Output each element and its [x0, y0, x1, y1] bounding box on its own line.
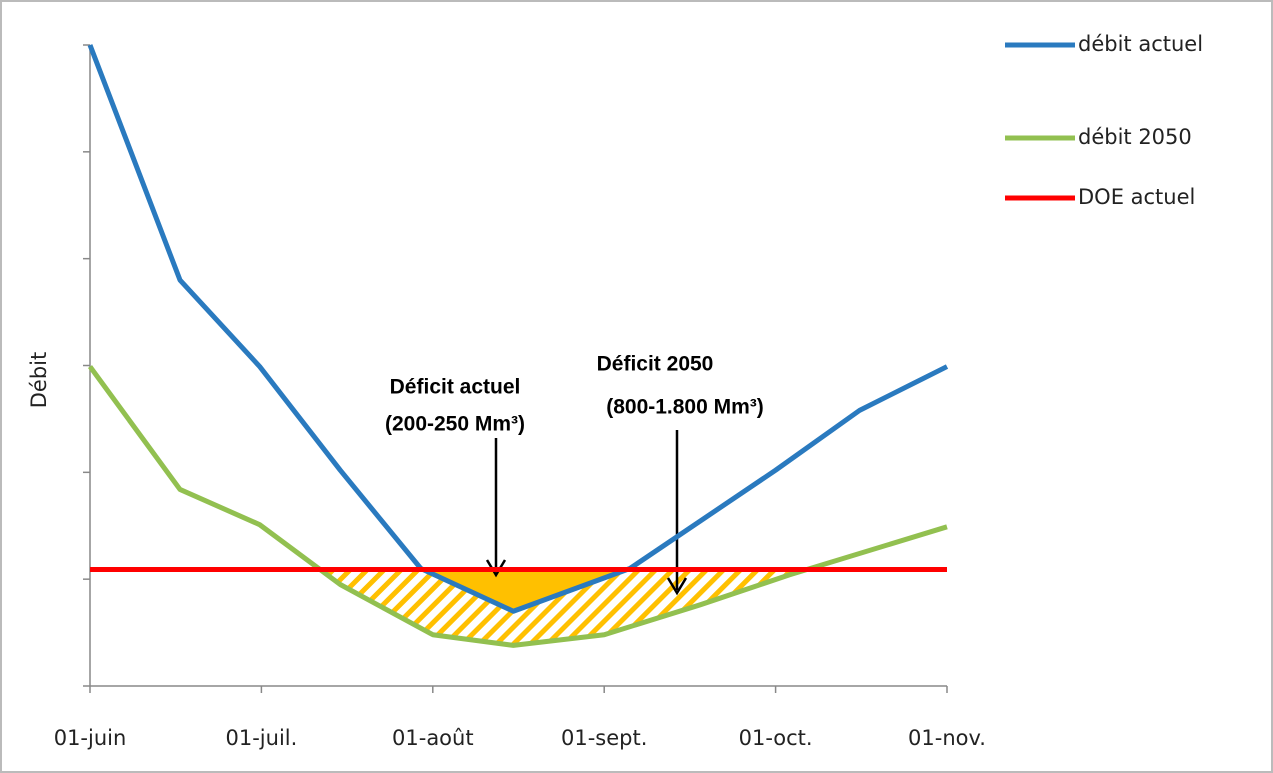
x-tick-label: 01-oct.: [739, 726, 813, 750]
x-tick-label: 01-août: [392, 726, 474, 750]
x-tick-label: 01-nov.: [908, 726, 986, 750]
series-line: [87, 365, 948, 648]
x-tick-label: 01-juin: [54, 726, 127, 750]
legend-label: DOE actuel: [1078, 185, 1195, 209]
legend-label: débit 2050: [1078, 125, 1192, 149]
annotation: (200-250 Mm³): [385, 413, 525, 436]
y-axis-label: Débit: [27, 352, 51, 409]
series-line: [87, 44, 949, 614]
legend-label: débit actuel: [1078, 32, 1203, 56]
annotation: (800-1.800 Mm³): [606, 396, 764, 419]
x-tick-label: 01-juil.: [226, 726, 298, 750]
annotation: Déficit actuel: [390, 376, 521, 399]
arrows: [485, 430, 688, 596]
x-tick-label: 01-sept.: [561, 726, 647, 750]
annotation: Déficit 2050: [597, 353, 714, 376]
deficit-actuel-area: [90, 569, 947, 612]
